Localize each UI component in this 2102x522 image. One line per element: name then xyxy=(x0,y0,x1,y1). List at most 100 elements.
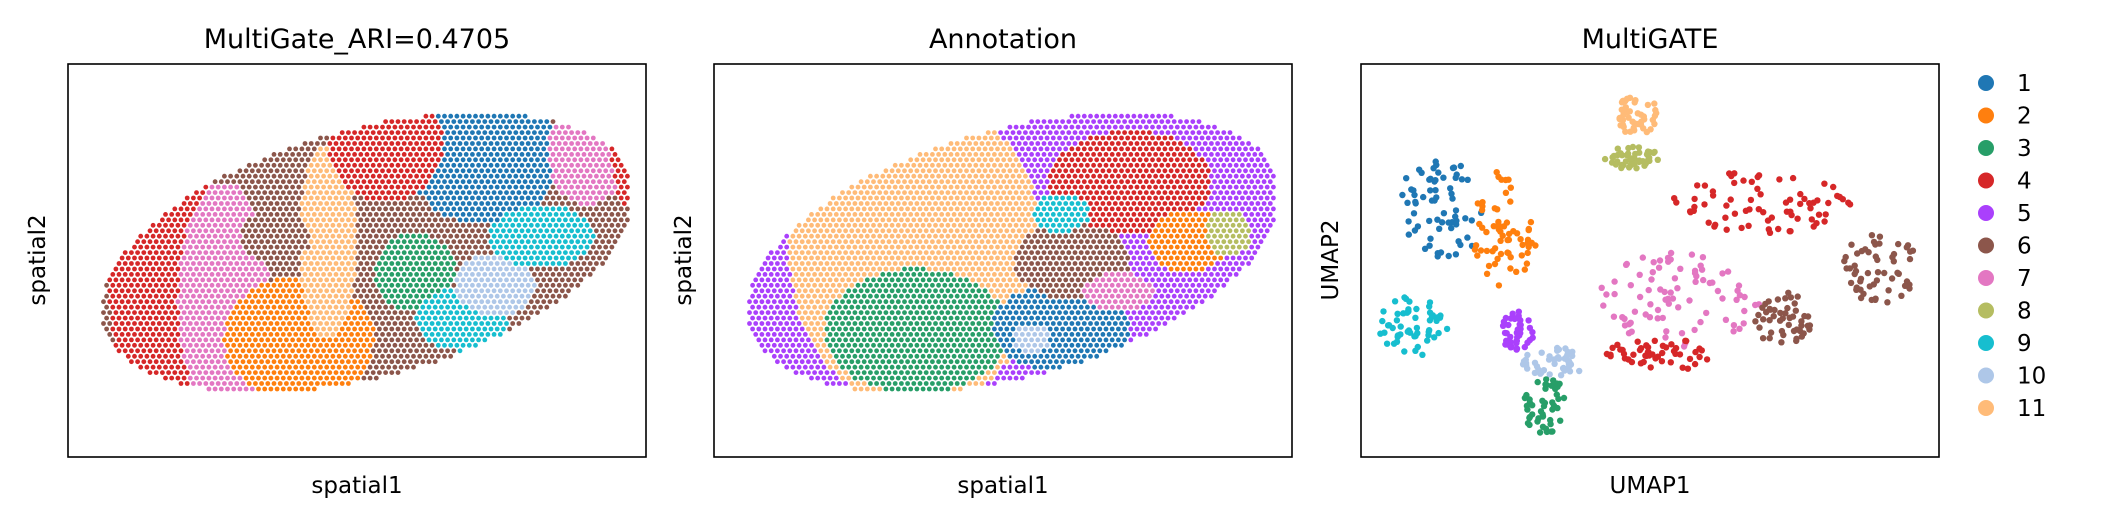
data-point xyxy=(408,337,413,343)
data-point xyxy=(240,282,246,288)
data-point xyxy=(998,261,1003,266)
data-point xyxy=(256,386,261,392)
data-point xyxy=(504,321,509,326)
data-point xyxy=(339,315,345,321)
data-point xyxy=(600,184,605,190)
data-point xyxy=(1147,184,1152,190)
data-point xyxy=(466,288,472,294)
data-point xyxy=(442,113,447,119)
data-point xyxy=(470,282,475,288)
data-point xyxy=(920,222,926,228)
data-point xyxy=(1271,173,1276,179)
data-point xyxy=(563,195,568,201)
data-point xyxy=(414,250,419,256)
data-point xyxy=(1106,233,1112,239)
data-point xyxy=(1078,152,1084,157)
data-point xyxy=(883,255,889,261)
data-point xyxy=(222,206,227,212)
data-point xyxy=(550,184,556,190)
data-point xyxy=(905,239,910,245)
data-point xyxy=(253,272,258,277)
data-point xyxy=(265,162,271,168)
data-point xyxy=(191,195,196,201)
data-point xyxy=(587,206,593,212)
data-point xyxy=(318,135,323,141)
data-point xyxy=(871,222,876,228)
data-point xyxy=(113,277,119,283)
data-point xyxy=(988,212,994,217)
data-point xyxy=(346,206,351,212)
data-point xyxy=(1196,250,1202,256)
data-point xyxy=(584,212,590,217)
data-point xyxy=(342,244,348,250)
data-point xyxy=(578,222,584,228)
data-point xyxy=(284,239,289,245)
data-point xyxy=(802,233,808,239)
data-point xyxy=(827,266,833,272)
data-point xyxy=(187,299,193,305)
data-point xyxy=(985,261,991,266)
data-point xyxy=(113,342,119,348)
data-point xyxy=(222,184,227,190)
data-point xyxy=(184,250,190,256)
data-point xyxy=(215,250,221,256)
data-point xyxy=(311,375,317,381)
data-point xyxy=(243,375,249,381)
data-point xyxy=(491,135,497,141)
data-point xyxy=(535,244,540,250)
data-point xyxy=(367,233,373,239)
data-point xyxy=(939,244,945,250)
data-point xyxy=(290,250,295,256)
data-point xyxy=(1221,162,1227,168)
data-point xyxy=(330,332,336,337)
data-point xyxy=(1069,157,1075,163)
data-point xyxy=(1143,190,1149,196)
data-point xyxy=(361,299,367,305)
data-point xyxy=(1165,195,1171,201)
data-point xyxy=(973,152,979,157)
data-point xyxy=(364,261,370,266)
y-axis-label: spatial2 xyxy=(25,214,51,305)
data-point xyxy=(417,190,423,196)
data-point xyxy=(1097,250,1103,256)
data-point xyxy=(858,201,864,206)
data-point xyxy=(218,190,224,196)
data-point xyxy=(339,217,345,223)
data-point xyxy=(488,272,494,277)
data-point xyxy=(417,310,423,315)
data-point xyxy=(302,206,308,212)
data-point xyxy=(1258,173,1264,179)
data-point xyxy=(1016,184,1022,190)
data-point xyxy=(572,212,578,217)
data-point xyxy=(1209,162,1214,168)
data-point xyxy=(420,326,426,332)
data-point xyxy=(135,239,141,245)
data-point xyxy=(274,266,280,272)
data-point xyxy=(516,190,522,196)
data-point xyxy=(615,212,621,217)
data-point xyxy=(259,173,264,179)
data-point xyxy=(206,244,212,250)
data-point xyxy=(240,370,246,375)
data-point xyxy=(1094,244,1100,250)
data-point xyxy=(411,244,416,250)
data-point xyxy=(380,179,385,185)
data-point xyxy=(584,179,590,185)
data-point xyxy=(327,348,333,354)
data-point xyxy=(311,244,317,250)
data-point xyxy=(318,310,323,315)
data-point xyxy=(181,288,187,294)
data-point xyxy=(864,233,870,239)
data-point xyxy=(169,244,175,250)
data-point xyxy=(973,250,979,256)
data-point xyxy=(787,250,793,256)
data-point xyxy=(274,342,280,348)
data-point xyxy=(222,326,227,332)
data-point xyxy=(373,288,379,294)
data-point xyxy=(253,250,258,256)
data-point xyxy=(364,293,370,299)
data-point xyxy=(871,255,876,261)
data-point xyxy=(333,381,339,386)
data-point xyxy=(463,173,469,179)
data-point xyxy=(1184,184,1189,190)
